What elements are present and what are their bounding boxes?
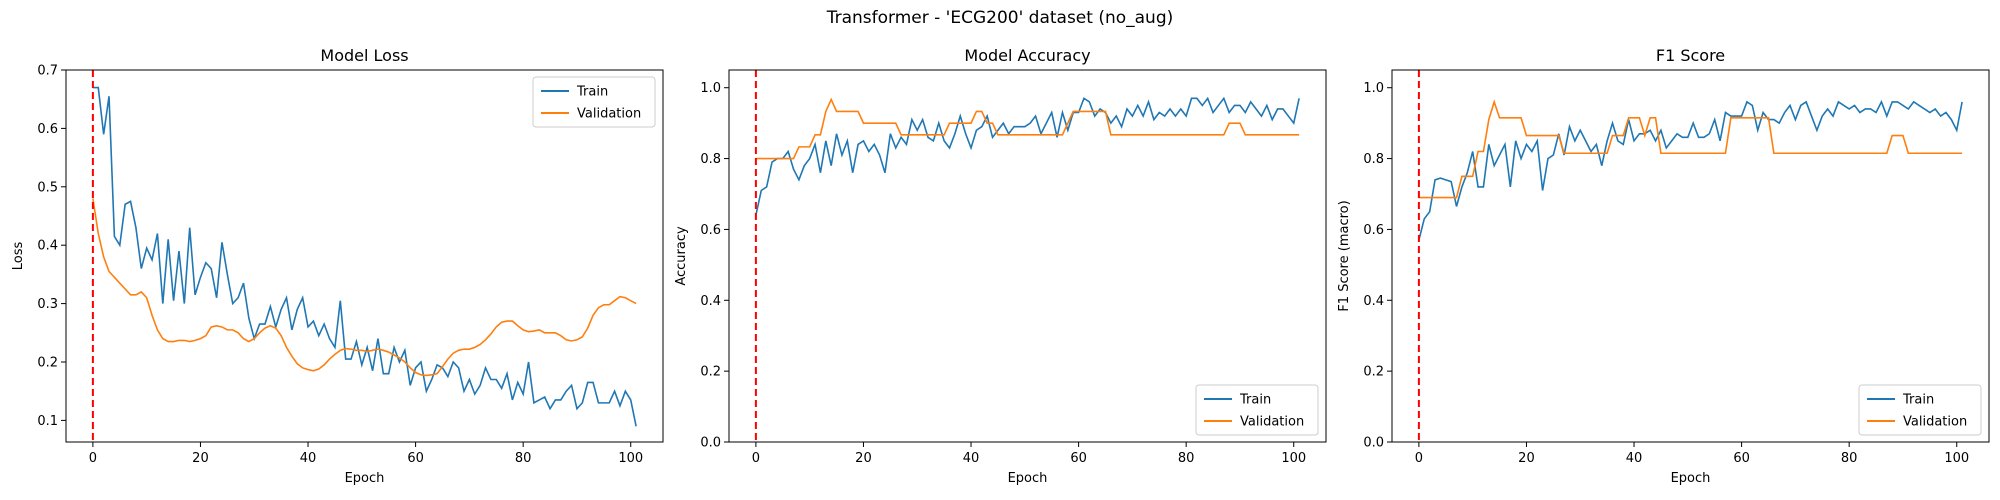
accuracy-legend: Train Validation (1195, 384, 1319, 436)
f1-train-line (1418, 99, 1963, 241)
f1-x-tick-label: 0 (1415, 451, 1423, 466)
f1-x-tick-label: 100 (1944, 451, 1969, 466)
accuracy-x-tick-label: 60 (1070, 451, 1087, 466)
f1-x-tick-label: 40 (1626, 451, 1643, 466)
loss-legend-validation-label: Validation (577, 107, 641, 122)
loss-y-tick-label: 0.7 (37, 64, 58, 79)
f1-y-tick-label: 0.8 (1363, 152, 1384, 167)
loss-y-tick-label: 0.2 (37, 355, 58, 370)
loss-train-line (92, 86, 637, 427)
accuracy-legend-validation-label: Validation (1240, 415, 1304, 430)
f1-x-tick-label: 60 (1733, 451, 1750, 466)
loss-y-tick-label: 0.3 (37, 297, 58, 312)
loss-chart: Model Loss 0 20 40 60 80 100 0.1 0.2 0.3 0.4 0.5 0.6… (11, 46, 664, 486)
loss-y-tick-label: 0.5 (37, 180, 58, 195)
f1-y-tick-label: 0.4 (1363, 294, 1384, 309)
loss-y-axis-label: Loss (11, 242, 26, 271)
f1-legend: Train Validation (1858, 384, 1982, 436)
f1-chart-title: F1 Score (1656, 46, 1725, 65)
figure-suptitle: Transformer - 'ECG200' dataset (no_aug) (826, 8, 1174, 28)
f1-x-tick-label: 80 (1841, 451, 1858, 466)
loss-legend-train-label: Train (576, 85, 608, 100)
loss-y-tick-label: 0.4 (37, 239, 58, 254)
accuracy-y-axis-label: Accuracy (674, 226, 689, 286)
accuracy-x-tick-label: 80 (1178, 451, 1195, 466)
accuracy-y-tick-label: 1.0 (700, 81, 721, 96)
accuracy-train-line (755, 96, 1300, 216)
loss-y-tick-label: 0.6 (37, 122, 58, 137)
loss-chart-title: Model Loss (320, 46, 408, 65)
accuracy-legend-train-label: Train (1239, 393, 1271, 408)
accuracy-validation-line (755, 97, 1300, 160)
accuracy-x-tick-label: 20 (855, 451, 872, 466)
accuracy-y-tick-label: 0.4 (700, 294, 721, 309)
loss-validation-line (92, 198, 637, 377)
f1-y-axis-label: F1 Score (macro) (1337, 200, 1352, 311)
accuracy-y-tick-label: 0.6 (700, 223, 721, 238)
f1-legend-train-label: Train (1902, 393, 1934, 408)
accuracy-y-tick-label: 0.2 (700, 365, 721, 380)
loss-legend: Train Validation (532, 76, 656, 128)
f1-axes-frame (1391, 69, 1990, 443)
loss-x-axis-label: Epoch (345, 471, 385, 486)
accuracy-x-axis-label: Epoch (1008, 471, 1048, 486)
f1-y-tick-label: 0.0 (1363, 436, 1384, 451)
loss-x-tick-label: 60 (407, 451, 424, 466)
accuracy-chart: Model Accuracy 0 20 40 60 80 100 0.0 0.2 0.4 0.6 0.… (674, 46, 1327, 486)
f1-score-chart: F1 Score 0 20 40 60 80 100 0.0 0.2 0.4 0.6 0.8 1.0 Ep… (1337, 46, 1990, 486)
f1-y-tick-label: 0.2 (1363, 365, 1384, 380)
loss-x-tick-label: 80 (515, 451, 532, 466)
f1-x-tick-label: 20 (1518, 451, 1535, 466)
accuracy-x-tick-label: 40 (963, 451, 980, 466)
loss-legend-box (532, 76, 656, 128)
accuracy-x-tick-label: 100 (1281, 451, 1306, 466)
f1-y-tick-label: 0.6 (1363, 223, 1384, 238)
accuracy-x-tick-label: 0 (752, 451, 760, 466)
loss-x-tick-label: 0 (89, 451, 97, 466)
accuracy-y-tick-label: 0.8 (700, 152, 721, 167)
accuracy-y-tick-label: 0.0 (700, 436, 721, 451)
loss-x-tick-label: 40 (300, 451, 317, 466)
loss-y-tick-label: 0.1 (37, 414, 58, 429)
loss-x-tick-label: 100 (618, 451, 643, 466)
loss-x-tick-label: 20 (192, 451, 209, 466)
loss-axes-frame (65, 69, 664, 443)
f1-y-tick-label: 1.0 (1363, 81, 1384, 96)
f1-validation-line (1418, 99, 1963, 199)
f1-legend-box (1858, 384, 1982, 436)
accuracy-legend-box (1195, 384, 1319, 436)
accuracy-chart-title: Model Accuracy (964, 46, 1090, 65)
f1-legend-validation-label: Validation (1903, 415, 1967, 430)
accuracy-axes-frame (728, 69, 1327, 443)
f1-x-axis-label: Epoch (1671, 471, 1711, 486)
